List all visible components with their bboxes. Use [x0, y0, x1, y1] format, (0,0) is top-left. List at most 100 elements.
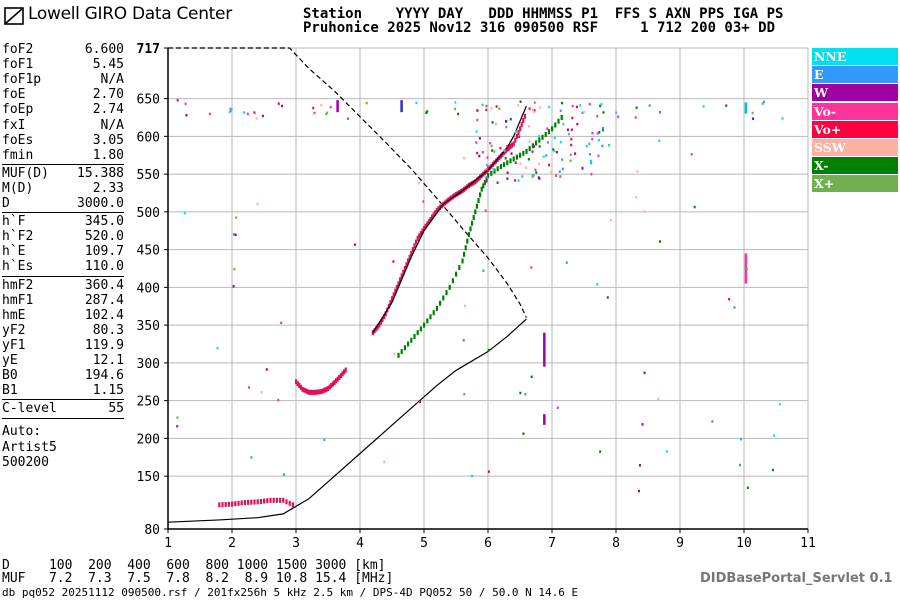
- trace-point: [295, 379, 298, 385]
- noise-point: [533, 110, 536, 114]
- param-label: yF1: [2, 337, 26, 353]
- noise-point: [463, 392, 466, 396]
- noise-point: [422, 200, 425, 203]
- noise-point: [728, 297, 731, 301]
- trace-point: [467, 232, 470, 238]
- trace-point: [483, 179, 486, 185]
- noise-point: [476, 151, 479, 155]
- param-value: 15.388: [77, 165, 124, 181]
- y-tick-label: 150: [137, 470, 160, 485]
- trace-point: [397, 281, 400, 287]
- trace-point: [461, 258, 464, 264]
- trace-point: [400, 349, 403, 355]
- trace-point: [466, 238, 469, 244]
- trace-point: [419, 230, 422, 236]
- y-tick-label: 350: [137, 319, 160, 334]
- noise-point: [478, 154, 481, 158]
- noise-point: [548, 163, 551, 167]
- trace-point: [415, 239, 418, 245]
- param-label: h`E: [2, 244, 26, 260]
- noise-point: [590, 172, 593, 176]
- noise-point: [454, 101, 457, 104]
- noise-point: [476, 118, 479, 122]
- trace-point: [434, 210, 437, 216]
- trace-point: [237, 500, 240, 506]
- param-row: hmF1 287.4: [2, 293, 124, 308]
- noise-point: [739, 463, 742, 467]
- trace-point: [224, 501, 227, 507]
- trace-point: [509, 144, 512, 150]
- param-row: M(D) 2.33: [2, 181, 124, 196]
- noise-point: [250, 456, 253, 459]
- logo-mark-icon: [4, 7, 24, 25]
- trace-point: [418, 233, 421, 239]
- noise-point: [537, 135, 540, 138]
- noise-point: [498, 107, 501, 111]
- trace-point: [263, 498, 266, 504]
- noise-point: [418, 181, 421, 185]
- noise-point: [569, 159, 572, 162]
- param-row: yE 12.1: [2, 353, 124, 368]
- noise-point: [176, 98, 179, 102]
- trace-point: [394, 288, 397, 294]
- y-tick-label: 250: [137, 395, 160, 410]
- noise-point: [570, 143, 573, 147]
- trace-point: [339, 373, 342, 379]
- y-tick-label: 717: [137, 42, 160, 57]
- logo-text: Lowell GIRO Data Center: [28, 4, 232, 24]
- noise-point: [503, 149, 506, 152]
- trace-point: [288, 500, 291, 506]
- noise-point: [514, 161, 517, 164]
- trace-point: [303, 387, 306, 393]
- noise-point: [773, 434, 776, 437]
- noise-point: [641, 423, 644, 426]
- noise-point: [518, 135, 521, 138]
- trace-point: [506, 160, 509, 166]
- trace-point: [445, 290, 448, 296]
- noise-point: [576, 122, 579, 126]
- trace-point: [299, 384, 302, 390]
- trace-point: [522, 150, 525, 156]
- noise-point: [567, 132, 570, 136]
- noise-point: [609, 218, 612, 222]
- trace-point: [335, 378, 338, 384]
- param-row: yF2 80.3: [2, 323, 124, 338]
- trace-point: [407, 341, 410, 347]
- noise-point: [550, 170, 553, 174]
- noise-point: [598, 131, 601, 134]
- trace-point: [423, 225, 426, 231]
- trace-point: [490, 170, 493, 176]
- trace-point: [503, 162, 506, 168]
- noise-point: [561, 167, 564, 171]
- noise-point: [454, 107, 457, 111]
- noise-point: [781, 117, 784, 120]
- noise-point: [598, 138, 601, 142]
- trace-point: [325, 386, 328, 392]
- trace-point: [306, 389, 309, 395]
- noise-point: [326, 111, 329, 115]
- trace-point: [429, 216, 432, 222]
- noise-point: [325, 112, 328, 116]
- param-label: D: [2, 196, 10, 211]
- param-label: fmin: [2, 147, 34, 163]
- noise-point: [528, 140, 531, 143]
- trace-point: [431, 214, 434, 220]
- trace-point: [320, 389, 323, 395]
- noise-point: [216, 346, 219, 350]
- noise-point: [558, 170, 561, 173]
- noise-point: [184, 102, 187, 106]
- trace-point: [424, 223, 427, 229]
- noise-point: [588, 102, 591, 106]
- trace-point: [250, 499, 253, 505]
- noise-point: [581, 166, 584, 170]
- trace-point: [472, 180, 475, 186]
- noise-point: [555, 150, 558, 154]
- noise-point: [482, 269, 485, 273]
- trace-point: [458, 265, 461, 271]
- trace-point: [298, 383, 301, 389]
- footer-info: db pq052 20251112 090500.rsf / 201fx256h…: [2, 586, 579, 599]
- param-label: B1: [2, 383, 18, 399]
- param-label: MUF(D): [2, 165, 49, 181]
- noise-point: [475, 130, 478, 133]
- muf-value-row: MUF 7.2 7.3 7.5 7.8 8.2 8.9 10.8 15.4 [M…: [2, 571, 394, 586]
